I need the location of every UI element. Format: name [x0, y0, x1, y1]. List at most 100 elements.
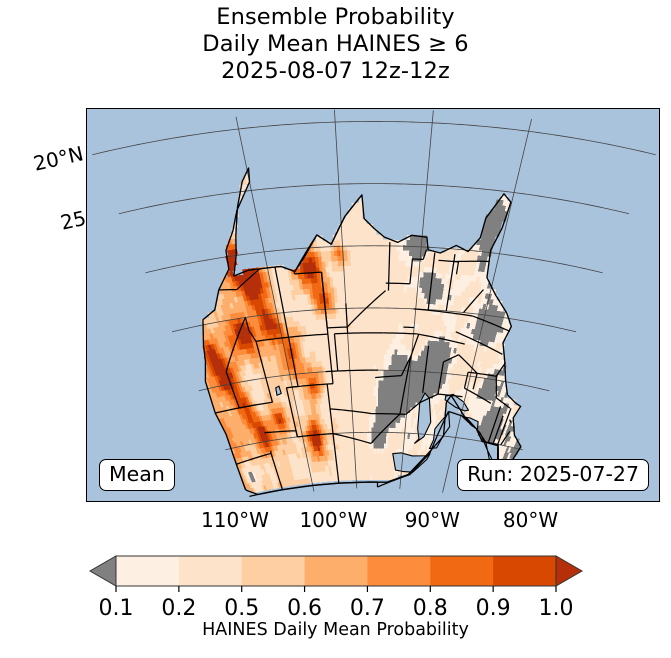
title-line-3: 2025-08-07 12z-12z: [221, 58, 450, 84]
border-seg-23: [225, 371, 240, 409]
colorbar-tick-label-6: 0.9: [475, 596, 510, 621]
border-seg-87: [467, 371, 475, 374]
meridian--80: [442, 118, 532, 493]
border-seg-97: [438, 259, 459, 263]
border-seg-91: [492, 415, 504, 444]
coastline: [202, 167, 522, 496]
border-seg-38: [286, 385, 299, 389]
border-seg-92: [497, 408, 512, 445]
lon-tick-110: 110°W: [201, 508, 269, 532]
border-seg-89: [495, 397, 511, 409]
border-seg-25: [239, 401, 273, 409]
colorbar-outline: [115, 555, 556, 587]
border-seg-82: [472, 315, 511, 332]
border-seg-19: [236, 452, 272, 465]
border-seg-69: [419, 393, 439, 404]
border-seg-44: [294, 271, 322, 275]
border-seg-27: [248, 330, 257, 342]
lake-michigan: [413, 392, 432, 444]
border-seg-59: [383, 332, 417, 335]
title-line-1: Ensemble Probability: [216, 4, 455, 30]
border-seg-76: [413, 308, 473, 317]
border-seg-41: [327, 334, 334, 384]
border-seg-68: [405, 402, 421, 415]
border-seg-81: [463, 289, 484, 313]
colorbar-tick-label-3: 0.6: [287, 596, 322, 621]
colorbar-tick-label-5: 0.8: [412, 596, 447, 621]
border-seg-78: [445, 254, 456, 312]
colorbar-band-6: [492, 556, 557, 586]
border-seg-67: [422, 249, 428, 260]
border-seg-50: [334, 332, 384, 335]
border-seg-35: [326, 383, 334, 434]
colorbar-band-4: [366, 556, 431, 586]
border-seg-75: [416, 333, 465, 345]
border-seg-37: [287, 337, 299, 387]
lat-tick-20: 20°N: [31, 140, 86, 176]
coastline-outline: [202, 167, 522, 496]
parallel-30: [145, 245, 603, 274]
border-seg-39: [274, 266, 290, 338]
colorbar-band-1: [178, 556, 242, 586]
parallel-45: [225, 431, 523, 451]
border-seg-60: [385, 282, 410, 285]
colorbar-band-2: [241, 556, 305, 586]
border-seg-94: [500, 430, 511, 446]
border-seg-93: [509, 419, 512, 423]
run-label-text: Run: 2025-07-27: [467, 462, 639, 486]
title-line-2: Daily Mean HAINES ≥ 6: [202, 31, 469, 57]
border-seg-58: [375, 374, 402, 379]
colorbar-title: HAINES Daily Mean Probability: [202, 620, 469, 640]
map-panel: Mean Run: 2025-07-27: [86, 108, 660, 502]
parallel-20: [92, 121, 656, 156]
colorbar-under-arrow: [88, 555, 116, 587]
border-seg-77: [427, 252, 436, 310]
parallel-25: [118, 183, 630, 215]
border-seg-36: [255, 336, 289, 342]
border-seg-3: [409, 453, 431, 475]
colorbar-band-5: [429, 556, 494, 586]
border-seg-56: [370, 413, 401, 444]
border-seg-64: [400, 355, 412, 376]
border-seg-53: [346, 290, 386, 328]
colorbar-band-3: [304, 556, 368, 586]
lake-superior: [392, 452, 431, 473]
border-seg-86: [495, 362, 507, 377]
border-seg-48: [325, 369, 379, 373]
border-seg-54: [320, 272, 328, 328]
border-seg-72: [443, 354, 459, 363]
border-seg-96: [464, 387, 492, 404]
border-seg-73: [463, 372, 469, 389]
lake-erie: [444, 393, 470, 412]
colorbar-tick-label-0: 0.1: [98, 596, 133, 621]
border-seg-28: [244, 317, 250, 332]
lake-salt: [275, 385, 282, 397]
colorbar-band-0: [115, 556, 179, 586]
border-seg-47: [330, 408, 372, 415]
border-seg-90: [487, 406, 502, 443]
border-seg-33: [285, 387, 299, 438]
border-seg-46: [332, 432, 372, 445]
border-seg-32: [332, 433, 340, 484]
border-seg-12: [236, 268, 261, 291]
border-seg-74: [438, 393, 463, 398]
map-canvas: [92, 109, 656, 498]
colorbar-tick-label-2: 0.5: [224, 596, 259, 621]
border-seg-79: [455, 261, 460, 275]
graticule: [92, 109, 656, 493]
border-seg-40: [288, 333, 328, 338]
member-label-text: Mean: [109, 462, 165, 486]
border-seg-29: [264, 430, 297, 434]
colorbar-tick-label-4: 0.7: [349, 596, 384, 621]
meridian--90: [399, 110, 434, 489]
colorbar-canvas: 0.1 0.2 0.5 0.6 0.7 0.8 0.9 1.0: [88, 555, 583, 621]
border-seg-26: [255, 341, 274, 403]
border-seg-49: [333, 333, 339, 372]
border-seg-85: [474, 372, 497, 377]
member-label-box: Mean: [99, 459, 175, 491]
border-seg-84: [458, 354, 478, 374]
border-seg-24: [225, 317, 246, 373]
colorbar-tick-label-1: 0.2: [161, 596, 196, 621]
probability-grid: [200, 173, 522, 494]
